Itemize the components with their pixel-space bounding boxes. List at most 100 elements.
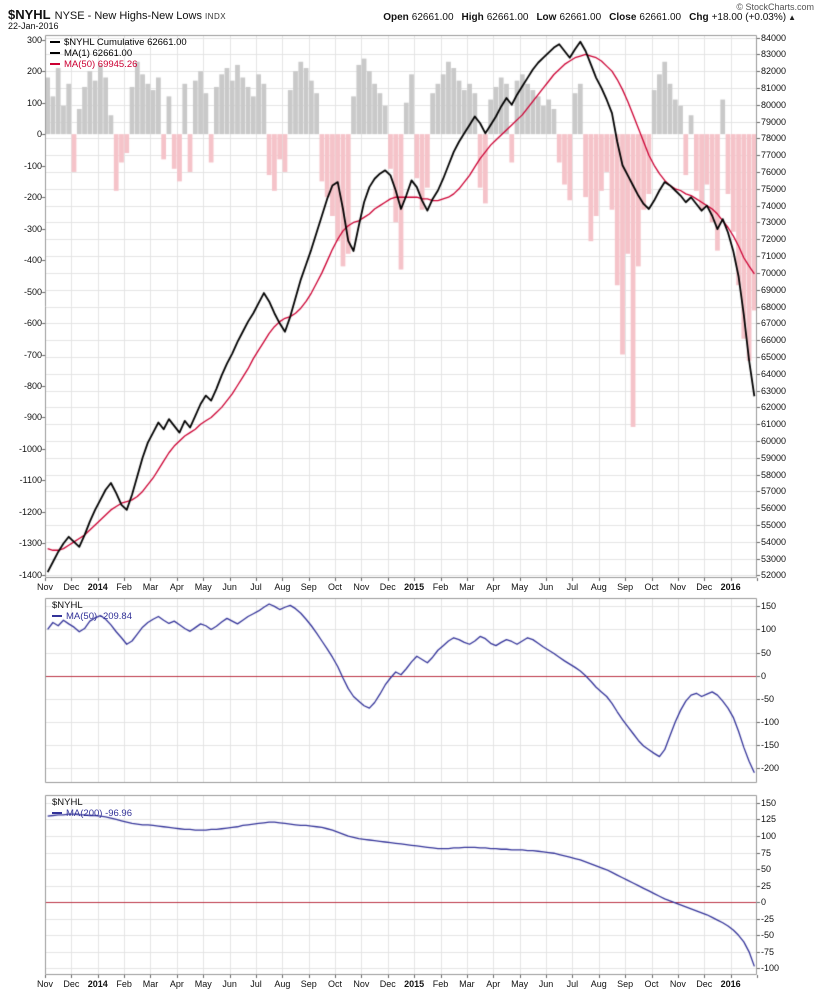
high-label: High (461, 12, 484, 23)
y-axis-tick-label: 55000 (761, 520, 787, 530)
y-axis-tick-label: -200 (23, 192, 42, 202)
y-axis-tick-label: -300 (23, 224, 42, 234)
x-axis-tick-label: Nov (36, 582, 54, 592)
y-axis-tick-label: 50 (761, 648, 772, 658)
y-axis-tick-label: 76000 (761, 167, 787, 177)
y-axis-tick-label: 100 (26, 98, 42, 108)
y-axis-tick-label: 82000 (761, 66, 787, 76)
x-axis-tick-label: Mar (142, 582, 159, 592)
y-axis-tick-label: -600 (23, 318, 42, 328)
legend-row-ma200: MA(200) -96.96 (52, 808, 132, 819)
y-axis-tick-label: -700 (23, 350, 42, 360)
y-axis-tick-label: 0 (761, 671, 767, 681)
y-axis-tick-label: -100 (23, 161, 42, 171)
y-axis-tick-label: 69000 (761, 285, 787, 295)
x-axis-tick-label: 2014 (87, 979, 108, 989)
y-axis-tick-label: 64000 (761, 369, 787, 379)
x-axis-tick-label: Apr (486, 979, 501, 989)
y-axis-tick-label: 75000 (761, 184, 787, 194)
y-axis-tick-label: 68000 (761, 302, 787, 312)
x-axis-tick-label: Aug (590, 582, 607, 592)
x-axis-tick-label: Oct (328, 979, 343, 989)
x-axis-tick-label: Sep (300, 582, 317, 592)
y-axis-tick-label: -50 (761, 930, 775, 940)
ma200-panel-legend: $NYHL MA(200) -96.96 (52, 797, 132, 819)
x-axis-tick-label: Jun (222, 979, 237, 989)
x-axis-tick-label: 2016 (720, 979, 741, 989)
x-axis-tick-label: Nov (36, 979, 54, 989)
y-axis-tick-label: -1000 (18, 444, 42, 454)
y-axis-tick-label: 150 (761, 601, 777, 611)
low-value: 62661.00 (559, 12, 602, 23)
chart-date: 22-Jan-2016 (8, 21, 59, 31)
y-axis-tick-label: 70000 (761, 268, 787, 278)
x-axis-tick-label: May (511, 582, 529, 592)
x-axis-tick-label: Dec (63, 979, 80, 989)
y-axis-tick-label: 100 (761, 831, 777, 841)
x-axis-tick-label: Apr (169, 582, 184, 592)
y-axis-tick-label: 71000 (761, 251, 787, 261)
legend-row-ma50-daily: MA(50) -209.84 (52, 611, 132, 622)
y-axis-tick-label: 52000 (761, 570, 787, 580)
y-axis-tick-label: 74000 (761, 201, 787, 211)
index-tag: INDX (204, 12, 227, 21)
panel-symbol-2: $NYHL (52, 797, 83, 808)
y-axis-tick-label: 81000 (761, 83, 787, 93)
legend-row-ma50: MA(50) 69945.26 (50, 59, 187, 70)
ma200-swatch (52, 812, 62, 815)
y-axis-tick-label: 125 (761, 814, 777, 824)
y-axis-tick-label: -1200 (18, 507, 42, 517)
y-axis-tick-label: 62000 (761, 402, 787, 412)
y-axis-tick-label: 150 (761, 798, 777, 808)
x-axis-tick-label: Sep (617, 582, 634, 592)
x-axis-tick-label: Feb (116, 582, 132, 592)
y-axis-tick-label: 0 (761, 897, 767, 907)
x-axis-tick-label: Jul (566, 979, 579, 989)
x-axis-tick-label: Nov (353, 582, 370, 592)
symbol: $NYHL (8, 7, 51, 22)
y-axis-tick-label: 53000 (761, 554, 787, 564)
legend-label-ma50: MA(50) 69945.26 (64, 59, 138, 70)
copyright: © StockCharts.com (736, 2, 814, 12)
y-axis-tick-label: 75 (761, 848, 772, 858)
legend-label-cumulative: $NYHL Cumulative 62661.00 (64, 37, 187, 48)
chg-label: Chg (689, 12, 709, 23)
legend-row-ma1: MA(1) 62661.00 (50, 48, 187, 59)
x-axis-tick-label: Aug (274, 979, 291, 989)
y-axis-tick-label: -400 (23, 255, 42, 265)
low-label: Low (536, 12, 557, 23)
y-axis-tick-label: 58000 (761, 470, 787, 480)
legend-label-ma200: MA(200) -96.96 (66, 808, 133, 819)
y-axis-tick-label: 60000 (761, 436, 787, 446)
x-axis-tick-label: May (511, 979, 529, 989)
legend-label-ma50-daily: MA(50) -209.84 (66, 611, 133, 622)
y-axis-tick-label: 100 (761, 624, 777, 634)
up-arrow-icon: ▲ (788, 13, 796, 22)
y-axis-tick-label: -150 (761, 740, 780, 750)
y-axis-tick-label: 25 (761, 881, 772, 891)
y-axis-tick-label: 200 (26, 66, 42, 76)
y-axis-tick-label: -800 (23, 381, 42, 391)
x-axis-tick-label: 2015 (404, 979, 425, 989)
quote-line: Open 62661.00 High 62661.00 Low 62661.00 Close… (375, 12, 796, 23)
y-axis-tick-label: 80000 (761, 100, 787, 110)
y-axis-tick-label: -100 (761, 963, 780, 973)
x-axis-tick-label: Mar (459, 979, 475, 989)
y-axis-tick-label: 73000 (761, 217, 787, 227)
cumulative-swatch (50, 41, 60, 44)
open-label: Open (383, 12, 409, 23)
y-axis-tick-label: -900 (23, 412, 42, 422)
panel-symbol: $NYHL (52, 600, 83, 611)
x-axis-tick-label: May (194, 979, 212, 989)
y-axis-tick-label: -75 (761, 947, 775, 957)
x-axis-tick-label: Jun (538, 582, 554, 592)
x-axis-tick-label: Oct (328, 582, 343, 592)
y-axis-tick-label: 61000 (761, 419, 787, 429)
y-axis-tick-label: -50 (761, 694, 775, 704)
x-axis-tick-label: Jul (566, 582, 579, 592)
chart-header: $NYHL NYSE - New Highs-New Lows INDX (8, 6, 226, 24)
x-axis-tick-label: 2015 (404, 582, 425, 592)
y-axis-tick-label: 66000 (761, 335, 787, 345)
